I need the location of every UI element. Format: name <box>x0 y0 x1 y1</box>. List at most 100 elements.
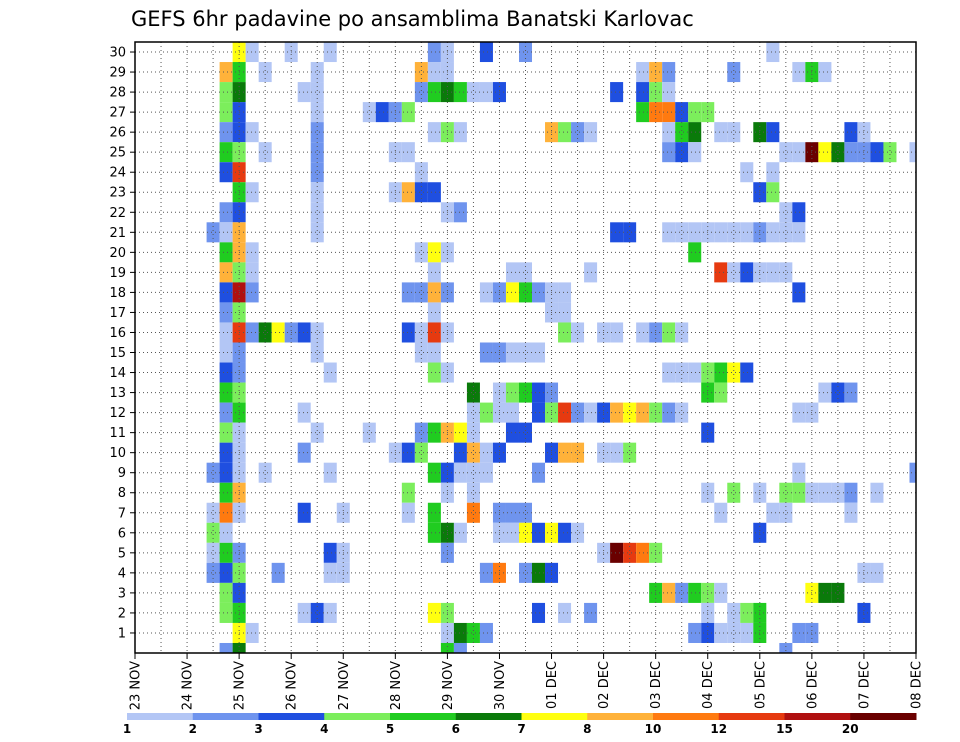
heatmap-cells <box>206 42 916 653</box>
heatmap-cell <box>727 482 741 503</box>
heatmap-cell <box>571 322 585 343</box>
heatmap-cell <box>584 262 598 283</box>
heatmap-cell <box>636 402 650 423</box>
heatmap-cell <box>623 442 637 463</box>
heatmap-cell <box>310 342 324 363</box>
heatmap-cell <box>323 542 337 563</box>
colorbar-segment <box>192 713 259 720</box>
heatmap-cell <box>414 442 428 463</box>
x-tick-label: 24 NOV <box>181 661 196 710</box>
heatmap-cell <box>505 522 519 543</box>
y-tick-label: 14 <box>109 366 126 381</box>
heatmap-cell <box>258 322 272 343</box>
heatmap-cell <box>714 582 728 603</box>
heatmap-cell <box>740 222 754 243</box>
y-tick-label: 11 <box>109 426 126 441</box>
y-tick-label: 6 <box>118 526 126 541</box>
heatmap-cell <box>206 462 220 483</box>
heatmap-cell <box>310 602 324 623</box>
heatmap-cell <box>844 482 858 503</box>
heatmap-cell <box>206 542 220 563</box>
heatmap-cell <box>232 642 246 653</box>
heatmap-cell <box>453 522 467 543</box>
heatmap-cell <box>401 282 415 303</box>
heatmap-cell <box>688 102 702 123</box>
heatmap-cell <box>219 102 233 123</box>
heatmap-cell <box>206 522 220 543</box>
heatmap-cell <box>466 422 480 443</box>
heatmap-cell <box>219 602 233 623</box>
heatmap-cell <box>870 482 884 503</box>
y-tick-label: 12 <box>109 406 126 421</box>
heatmap-cell <box>623 402 637 423</box>
heatmap-cell <box>766 262 780 283</box>
heatmap-cell <box>427 282 441 303</box>
heatmap-cell <box>297 602 311 623</box>
heatmap-cell <box>219 542 233 563</box>
heatmap-cell <box>245 242 259 263</box>
colorbar-segment <box>653 713 720 720</box>
heatmap-cell <box>675 402 689 423</box>
heatmap-cell <box>297 502 311 523</box>
heatmap-cell <box>505 502 519 523</box>
heatmap-cell <box>714 362 728 383</box>
heatmap-cell <box>610 442 624 463</box>
heatmap-cell <box>219 202 233 223</box>
heatmap-cell <box>427 262 441 283</box>
heatmap-cell <box>219 462 233 483</box>
heatmap-cell <box>727 262 741 283</box>
heatmap-cell <box>401 322 415 343</box>
heatmap-cell <box>636 322 650 343</box>
heatmap-cell <box>558 302 572 323</box>
heatmap-cell <box>792 142 806 163</box>
colorbar-segment <box>258 713 325 720</box>
heatmap-cell <box>675 362 689 383</box>
y-tick-label: 17 <box>109 306 126 321</box>
y-tick-label: 3 <box>118 586 126 601</box>
heatmap-cell <box>688 362 702 383</box>
y-tick-label: 16 <box>109 326 126 341</box>
heatmap-cell <box>532 602 546 623</box>
x-tick-label: 25 NOV <box>233 661 248 710</box>
heatmap-cell <box>479 562 493 583</box>
heatmap-cell <box>766 122 780 143</box>
heatmap-cell <box>505 342 519 363</box>
heatmap-cell <box>414 62 428 83</box>
heatmap-cell <box>310 142 324 163</box>
heatmap-cell <box>818 582 832 603</box>
heatmap-cell <box>623 222 637 243</box>
heatmap-cell <box>558 522 572 543</box>
heatmap-cell <box>479 402 493 423</box>
x-tick-label: 07 DEC <box>857 661 872 709</box>
heatmap-cell <box>558 122 572 143</box>
heatmap-cell <box>219 422 233 443</box>
colorbar-label: 1 <box>123 722 131 736</box>
heatmap-cell <box>610 402 624 423</box>
heatmap-cell <box>766 162 780 183</box>
heatmap-cell <box>401 502 415 523</box>
heatmap-cell <box>518 282 533 303</box>
colorbar-label: 6 <box>452 722 460 736</box>
x-tick-label: 28 NOV <box>389 661 404 710</box>
heatmap-cell <box>766 502 780 523</box>
heatmap-cell <box>297 402 311 423</box>
heatmap-cell <box>362 422 376 443</box>
heatmap-cell <box>219 262 233 283</box>
heatmap-cell <box>414 242 428 263</box>
heatmap-cell <box>714 222 728 243</box>
y-tick-label: 15 <box>109 346 126 361</box>
heatmap-cell <box>818 62 832 83</box>
heatmap-cell <box>219 322 233 343</box>
heatmap-cell <box>427 302 441 323</box>
heatmap-cell <box>792 402 806 423</box>
heatmap-cell <box>427 362 441 383</box>
heatmap-cell <box>831 382 845 403</box>
heatmap-cell <box>271 322 285 343</box>
heatmap-cell <box>518 422 533 443</box>
heatmap-cell <box>727 222 741 243</box>
y-tick-label: 1 <box>118 626 126 641</box>
y-tick-label: 20 <box>109 246 126 261</box>
heatmap-cell <box>427 522 441 543</box>
heatmap-cell <box>297 442 311 463</box>
heatmap-cell <box>662 362 676 383</box>
